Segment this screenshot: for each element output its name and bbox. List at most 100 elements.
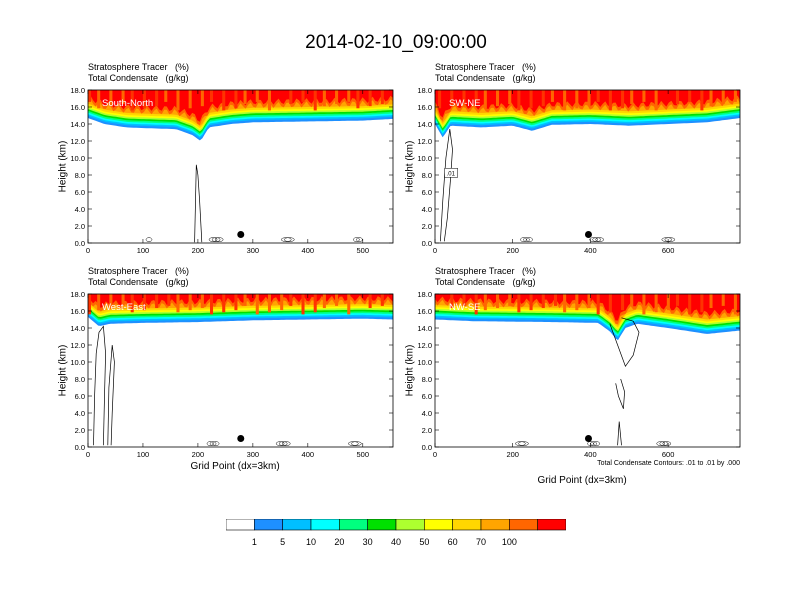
tracer-streak bbox=[496, 294, 500, 309]
tracer-streak bbox=[368, 294, 372, 309]
colorbar-swatch bbox=[226, 519, 255, 531]
surface-contour bbox=[145, 237, 153, 242]
panel-west-east: Stratosphere Tracer (%) Total Condensate … bbox=[50, 266, 394, 472]
y-axis-label: Height (km) bbox=[404, 344, 416, 396]
condensate-contour bbox=[609, 317, 640, 368]
contour-label: .01 bbox=[447, 171, 456, 177]
tracer-streak bbox=[508, 90, 512, 105]
surface-contour bbox=[284, 237, 295, 242]
y-tick-label: 8.0 bbox=[75, 171, 85, 180]
surface-contour bbox=[209, 441, 217, 446]
tracer-streak bbox=[322, 294, 326, 309]
tracer-streak bbox=[483, 90, 487, 109]
surface-contour bbox=[356, 237, 363, 242]
surface-contour bbox=[206, 441, 214, 446]
x-tick-label: 0 bbox=[86, 246, 90, 255]
y-tick-label: 16.0 bbox=[417, 103, 432, 112]
tracer-streak bbox=[721, 90, 725, 105]
x-tick-label: 200 bbox=[192, 450, 205, 459]
tracer-field bbox=[88, 294, 393, 446]
panel-subtitle-condensate: Total Condensate (g/kg) bbox=[88, 277, 189, 287]
tracer-streak bbox=[322, 90, 326, 107]
panel-name: South-North bbox=[102, 98, 153, 109]
tracer-streak bbox=[575, 90, 579, 109]
x-tick-label: 400 bbox=[302, 246, 315, 255]
tracer-streak bbox=[529, 294, 533, 311]
plot-svg: 0.0 2.0 4.0 6.0 8.0 10.0 12.0 14.0 16.0 18.0 0 100 2… bbox=[70, 290, 394, 459]
y-tick-label: 12.0 bbox=[417, 341, 432, 350]
tracer-streak bbox=[380, 90, 384, 105]
tracer-streak bbox=[642, 90, 646, 102]
panel-subtitle-condensate: Total Condensate (g/kg) bbox=[435, 277, 536, 287]
condensate-contour bbox=[107, 344, 115, 446]
colorbar-swatch bbox=[339, 519, 368, 531]
tracer-streak bbox=[142, 294, 146, 311]
plot-frame bbox=[434, 293, 741, 448]
y-tick-label: 10.0 bbox=[70, 154, 85, 163]
x-tick-label: 300 bbox=[247, 450, 260, 459]
tracer-streak bbox=[301, 294, 305, 315]
colorbar-swatch bbox=[282, 519, 312, 531]
panel-name: SW-NE bbox=[449, 98, 481, 109]
colorbar bbox=[226, 519, 566, 531]
surface-contour bbox=[595, 237, 604, 242]
y-tick-label: 0.0 bbox=[422, 443, 432, 452]
location-marker bbox=[584, 435, 592, 442]
tracer-streak bbox=[700, 90, 704, 111]
tracer-streak bbox=[155, 294, 159, 309]
tracer-streak bbox=[121, 294, 125, 306]
tracer-streak bbox=[496, 90, 500, 107]
tracer-streak bbox=[462, 294, 466, 306]
tracer-streak bbox=[289, 90, 293, 105]
colorbar-label: 50 bbox=[419, 537, 430, 547]
surface-contour bbox=[592, 237, 601, 242]
tracer-streak bbox=[575, 294, 579, 311]
y-axis-label: Height (km) bbox=[57, 140, 69, 192]
tracer-streak bbox=[97, 294, 101, 311]
x-tick-label: 100 bbox=[137, 246, 150, 255]
tracer-streak bbox=[550, 90, 554, 102]
surface-contour bbox=[348, 441, 359, 446]
tracer-streak bbox=[167, 294, 171, 306]
y-tick-label: 10.0 bbox=[417, 358, 432, 367]
y-tick-label: 10.0 bbox=[417, 154, 432, 163]
surface-contour bbox=[659, 441, 668, 446]
tracer-field bbox=[435, 90, 740, 242]
tracer-streak bbox=[596, 90, 600, 102]
y-axis-label: Height (km) bbox=[404, 140, 416, 192]
tracer-streak bbox=[130, 294, 134, 313]
x-axis-label: Grid Point (dx=3km) bbox=[190, 461, 280, 472]
tracer-streak bbox=[234, 90, 238, 109]
tracer-field bbox=[88, 90, 393, 243]
x-tick-label: 200 bbox=[506, 246, 519, 255]
panel-subtitle-condensate: Total Condensate (g/kg) bbox=[88, 73, 189, 83]
y-tick-label: 6.0 bbox=[422, 392, 432, 401]
tracer-streak bbox=[155, 90, 159, 107]
colorbar-label: 1 bbox=[251, 537, 257, 547]
surface-contour bbox=[589, 237, 598, 242]
tracer-streak bbox=[109, 294, 113, 309]
surface-contour bbox=[281, 237, 292, 242]
panel-south-north: Stratosphere Tracer (%) Total Condensate … bbox=[50, 62, 394, 255]
surface-contour bbox=[662, 441, 672, 446]
colorbar-label: 30 bbox=[362, 537, 373, 547]
tracer-streak bbox=[210, 294, 214, 315]
tracer-streak bbox=[642, 294, 646, 315]
tracer-streak bbox=[234, 294, 238, 311]
tracer-streak bbox=[541, 294, 545, 309]
colorbar-label: 5 bbox=[280, 537, 286, 547]
y-tick-label: 16.0 bbox=[417, 307, 432, 316]
tracer-streak bbox=[541, 90, 545, 107]
surface-contour bbox=[515, 441, 526, 446]
y-tick-label: 16.0 bbox=[70, 103, 85, 112]
tracer-streak bbox=[608, 294, 612, 313]
condensate-contour bbox=[194, 164, 203, 243]
tracer-streak bbox=[654, 90, 658, 111]
x-tick-label: 0 bbox=[86, 450, 90, 459]
colorbar-label: 10 bbox=[305, 537, 317, 547]
y-tick-label: 14.0 bbox=[70, 120, 85, 129]
tracer-streak bbox=[335, 294, 339, 306]
y-tick-label: 16.0 bbox=[70, 307, 85, 316]
tracer-streak bbox=[176, 294, 180, 313]
tracer-streak bbox=[222, 90, 226, 111]
